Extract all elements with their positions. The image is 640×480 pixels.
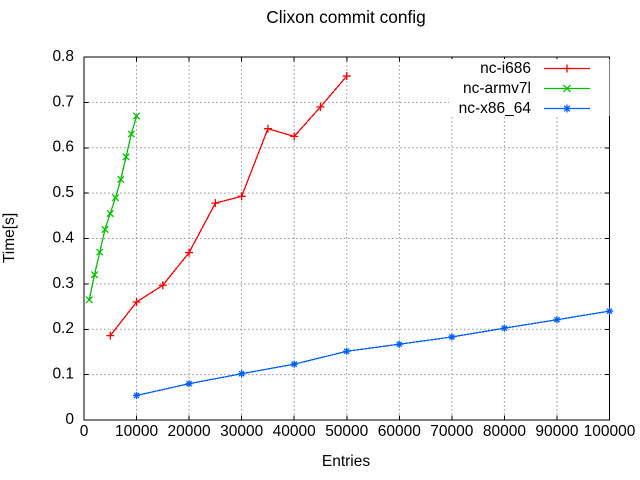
svg-text:0: 0: [65, 411, 74, 428]
svg-text:10000: 10000: [115, 423, 158, 440]
svg-text:90000: 90000: [535, 423, 578, 440]
svg-text:0.7: 0.7: [52, 93, 74, 110]
svg-text:nc-i686: nc-i686: [480, 60, 531, 77]
svg-text:0.4: 0.4: [52, 230, 74, 247]
svg-text:0.3: 0.3: [52, 275, 74, 292]
svg-text:80000: 80000: [483, 423, 526, 440]
svg-text:70000: 70000: [430, 423, 473, 440]
svg-text:100000: 100000: [584, 423, 636, 440]
svg-text:60000: 60000: [378, 423, 421, 440]
svg-text:0.1: 0.1: [52, 366, 74, 383]
svg-text:50000: 50000: [325, 423, 368, 440]
svg-text:40000: 40000: [273, 423, 316, 440]
svg-text:Entries: Entries: [322, 453, 370, 470]
svg-text:nc-armv7l: nc-armv7l: [463, 80, 531, 97]
svg-text:0.2: 0.2: [52, 320, 74, 337]
svg-text:Time[s]: Time[s]: [1, 213, 18, 263]
svg-text:nc-x86_64: nc-x86_64: [459, 100, 532, 117]
svg-text:0.8: 0.8: [52, 48, 74, 65]
svg-text:0.6: 0.6: [52, 139, 74, 156]
svg-text:Clixon commit config: Clixon commit config: [266, 7, 425, 27]
svg-text:0.5: 0.5: [52, 184, 74, 201]
svg-text:30000: 30000: [220, 423, 263, 440]
svg-text:20000: 20000: [168, 423, 211, 440]
svg-text:0: 0: [80, 423, 89, 440]
